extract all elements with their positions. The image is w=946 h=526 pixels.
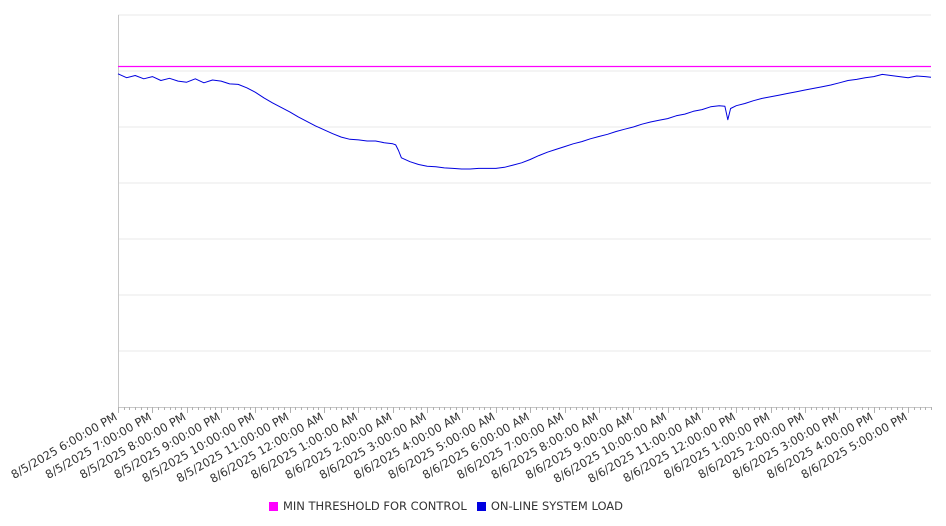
legend-swatch-threshold [268,501,278,511]
legend-item-threshold[interactable]: MIN THRESHOLD FOR CONTROL [268,499,467,513]
legend-label-system-load: ON-LINE SYSTEM LOAD [490,499,624,513]
axes [118,15,931,408]
series-system-load-line [117,73,932,170]
x-axis-ticks [118,407,932,413]
legend-swatch-system-load [476,501,486,511]
legend-label-threshold: MIN THRESHOLD FOR CONTROL [282,499,467,513]
grid-lines [118,14,931,352]
legend-item-system-load[interactable]: ON-LINE SYSTEM LOAD [476,499,624,513]
series-lines [117,65,932,170]
x-axis-tick-labels: 8/5/2025 6:00:00 PM8/5/2025 7:00:00 PM8/… [8,409,909,485]
legend: MIN THRESHOLD FOR CONTROL ON-LINE SYSTEM… [0,499,892,513]
